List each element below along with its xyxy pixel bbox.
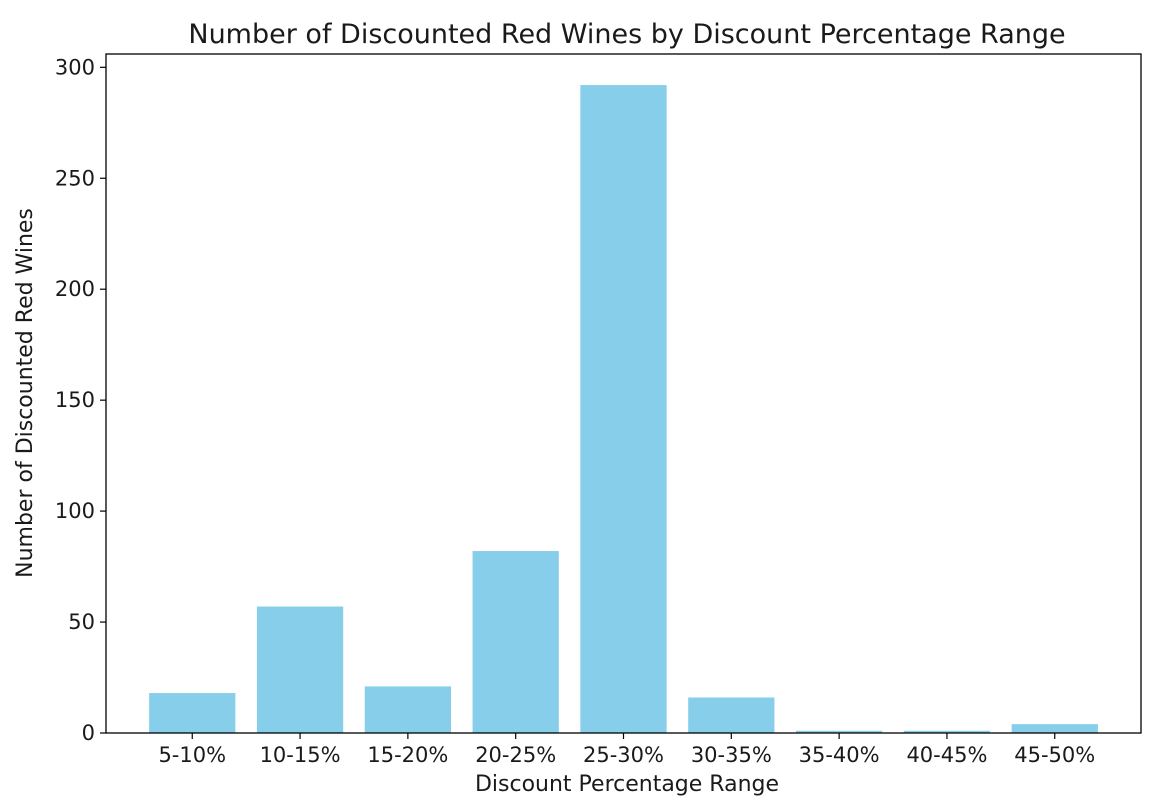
x-tick-label: 35-40% bbox=[799, 743, 880, 767]
y-axis-ticks: 0 50 100 150 200 250 300 bbox=[55, 55, 106, 745]
bars bbox=[149, 85, 1098, 733]
bar-35-40% bbox=[796, 730, 883, 733]
x-tick-label: 45-50% bbox=[1014, 743, 1095, 767]
y-tick-label: 0 bbox=[82, 721, 95, 745]
x-tick-label: 5-10% bbox=[158, 743, 226, 767]
bar-25-30% bbox=[580, 85, 667, 733]
x-tick-label: 20-25% bbox=[475, 743, 556, 767]
x-tick-label: 25-30% bbox=[583, 743, 664, 767]
y-axis-label: Number of Discounted Red Wines bbox=[13, 208, 38, 578]
y-tick-label: 150 bbox=[55, 388, 95, 412]
y-tick-label: 100 bbox=[55, 499, 95, 523]
bar-20-25% bbox=[472, 551, 559, 733]
bar-10-15% bbox=[256, 606, 344, 733]
chart-title: Number of Discounted Red Wines by Discou… bbox=[188, 19, 1065, 50]
y-tick-label: 200 bbox=[55, 277, 95, 301]
x-tick-label: 15-20% bbox=[367, 743, 448, 767]
bar-45-50% bbox=[1011, 724, 1098, 733]
bar-30-35% bbox=[688, 697, 775, 733]
x-axis-ticks: 5-10% 10-15% 15-20% 20-25% 25-30% 30-35% 35-40… bbox=[158, 733, 1095, 767]
x-tick-label: 30-35% bbox=[691, 743, 772, 767]
x-axis-label: Discount Percentage Range bbox=[475, 772, 779, 797]
bar-15-20% bbox=[364, 686, 451, 733]
y-tick-label: 50 bbox=[68, 610, 95, 634]
plot-frame bbox=[105, 53, 1142, 734]
bar-40-45% bbox=[903, 730, 991, 733]
bar-5-10% bbox=[149, 693, 236, 733]
y-tick-label: 250 bbox=[55, 166, 95, 190]
x-tick-label: 40-45% bbox=[906, 743, 987, 767]
y-tick-label: 300 bbox=[55, 55, 95, 79]
x-tick-label: 10-15% bbox=[260, 743, 341, 767]
